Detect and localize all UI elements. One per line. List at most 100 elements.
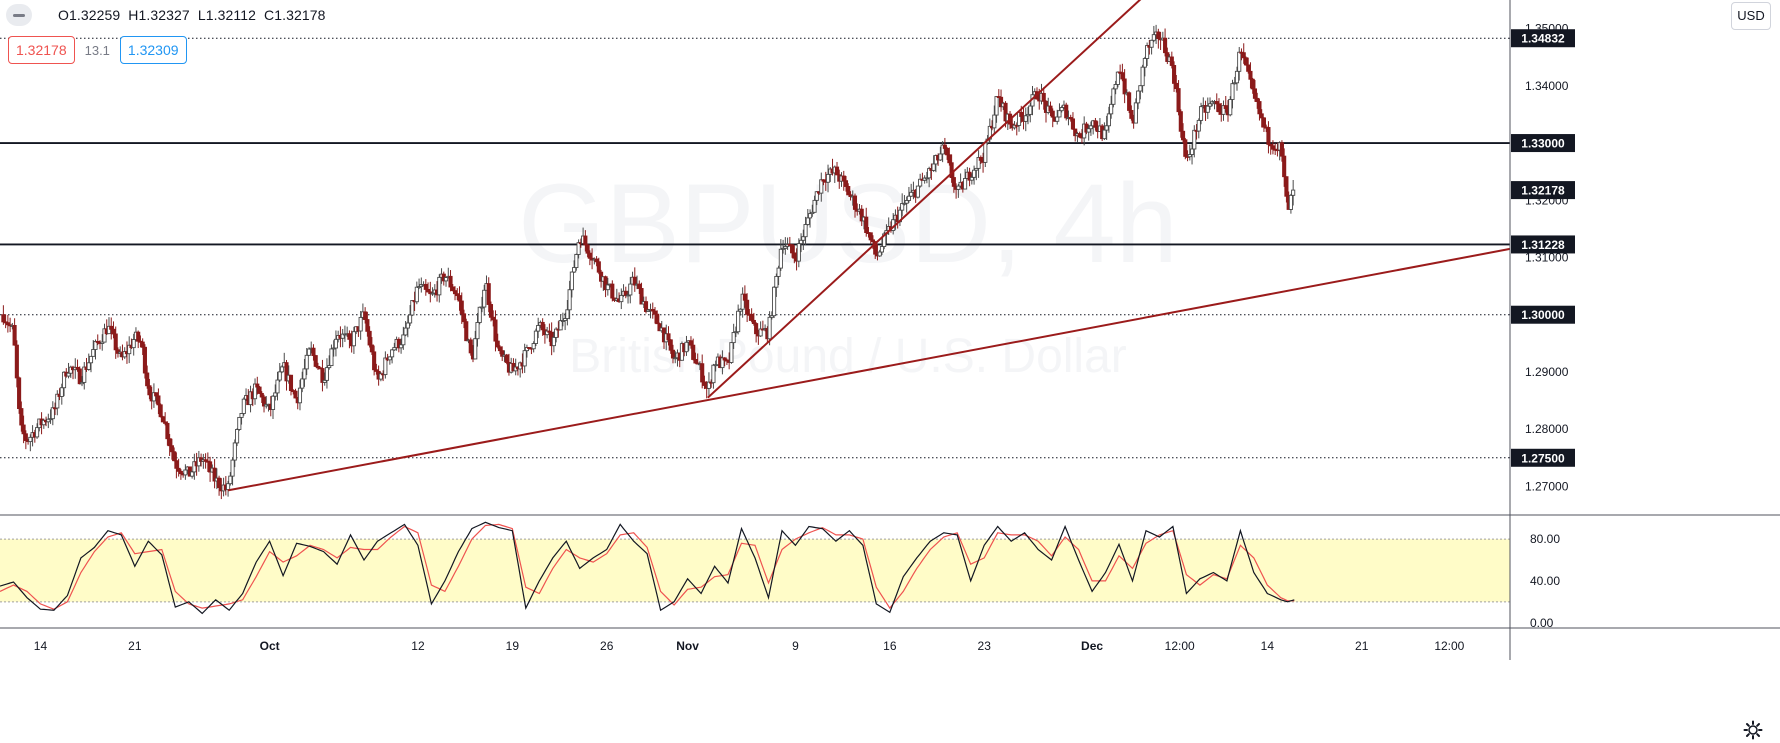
candle-body — [1214, 101, 1219, 105]
candle-body — [623, 290, 628, 296]
candle-body — [1050, 110, 1055, 118]
candle-body — [632, 276, 637, 286]
time-tick-label: 12:00 — [1165, 639, 1195, 653]
level-price-tag-bg — [1511, 134, 1575, 153]
candle-body — [212, 467, 217, 482]
candle-body — [172, 451, 177, 462]
candle-body — [86, 362, 91, 370]
candle-body — [1216, 103, 1222, 113]
candle-body — [956, 185, 961, 190]
candle-body — [23, 433, 28, 441]
candle-body — [430, 292, 435, 295]
candle-body — [163, 421, 168, 424]
candle-body — [68, 366, 73, 374]
settings-gear-icon[interactable] — [1743, 720, 1763, 740]
candle-body — [783, 246, 788, 249]
candle-body — [673, 357, 678, 360]
candle-body — [333, 338, 338, 349]
candle-body — [232, 442, 237, 461]
candle-body — [1093, 120, 1098, 128]
level-price-tag-bg — [1511, 235, 1575, 254]
candle-body — [927, 168, 932, 179]
candle-body — [208, 461, 213, 473]
candle-body — [963, 178, 968, 190]
candle-body — [994, 96, 999, 116]
candle-body — [1223, 105, 1228, 109]
low-value: L1.32112 — [197, 7, 256, 23]
candle-body — [1282, 155, 1287, 178]
candle-body — [493, 319, 498, 342]
candle-body — [504, 354, 509, 363]
candle-body — [237, 416, 242, 430]
candle-body — [1205, 105, 1210, 113]
candle-body — [145, 372, 150, 387]
buy-button[interactable]: 1.32309 — [119, 36, 187, 64]
candle-body — [583, 235, 588, 246]
candle-body — [668, 339, 673, 351]
candle-body — [459, 300, 464, 315]
candle-body — [372, 351, 377, 371]
candle-body — [706, 381, 711, 389]
candle-body — [637, 283, 642, 289]
candle-body — [113, 333, 118, 351]
candle-body — [745, 299, 750, 315]
candle-body — [1115, 71, 1120, 85]
candle-body — [628, 283, 633, 296]
candle-body — [1248, 70, 1253, 80]
stochastic-band — [0, 538, 1510, 603]
legend-bar: O1.32259 H1.32327 L1.32112 C1.32178 — [6, 2, 334, 28]
currency-button[interactable]: USD — [1731, 2, 1771, 30]
candle-body — [1064, 104, 1069, 119]
candle-body — [273, 392, 278, 397]
candle-body — [1192, 129, 1197, 150]
candle-body — [369, 344, 374, 353]
candle-body — [738, 308, 743, 312]
candle-body — [160, 416, 165, 423]
horizontal-levels[interactable] — [0, 37, 1510, 459]
candle-body — [1088, 125, 1093, 130]
candle-body — [410, 300, 415, 316]
candle-body — [183, 469, 188, 476]
level-price-tag-bg — [1511, 305, 1575, 324]
candle-body — [452, 290, 458, 295]
candle-body — [475, 322, 480, 340]
candle-body — [1086, 128, 1091, 133]
hide-legend-icon[interactable] — [6, 4, 32, 26]
candle-body — [408, 314, 413, 324]
trendlines[interactable] — [227, 0, 1511, 492]
candle-body — [331, 347, 336, 350]
candle-body — [819, 179, 824, 194]
candle-body — [288, 374, 294, 392]
candle-body — [279, 366, 285, 373]
sell-button[interactable]: 1.32178 — [8, 36, 75, 64]
candle-body — [841, 175, 846, 182]
candle-body — [367, 330, 372, 346]
candle-body — [50, 407, 55, 420]
candle-body — [495, 340, 500, 348]
candle-body — [942, 144, 947, 149]
candle-body — [774, 275, 779, 288]
candle-body — [5, 322, 10, 326]
candle-body — [61, 371, 67, 389]
candle-body — [801, 236, 806, 241]
time-tick-label: 19 — [506, 639, 520, 653]
candle-body — [1151, 34, 1156, 41]
candle-body — [473, 338, 478, 360]
last-price-tag-bg — [1511, 181, 1575, 200]
candle-body — [567, 289, 572, 311]
candle-body — [378, 373, 383, 380]
candle-body — [790, 244, 795, 254]
candle-body — [740, 293, 745, 310]
candle-body — [1109, 103, 1114, 115]
candle-body — [574, 254, 579, 269]
candle-body — [882, 233, 887, 247]
open-value: O1.32259 — [58, 7, 121, 23]
candle-body — [729, 342, 734, 363]
candle-body — [713, 364, 718, 367]
high-value: H1.32327 — [128, 7, 190, 23]
candle-body — [560, 320, 565, 322]
candle-body — [554, 328, 559, 338]
candle-body — [1041, 92, 1046, 102]
candle-body — [700, 363, 705, 383]
